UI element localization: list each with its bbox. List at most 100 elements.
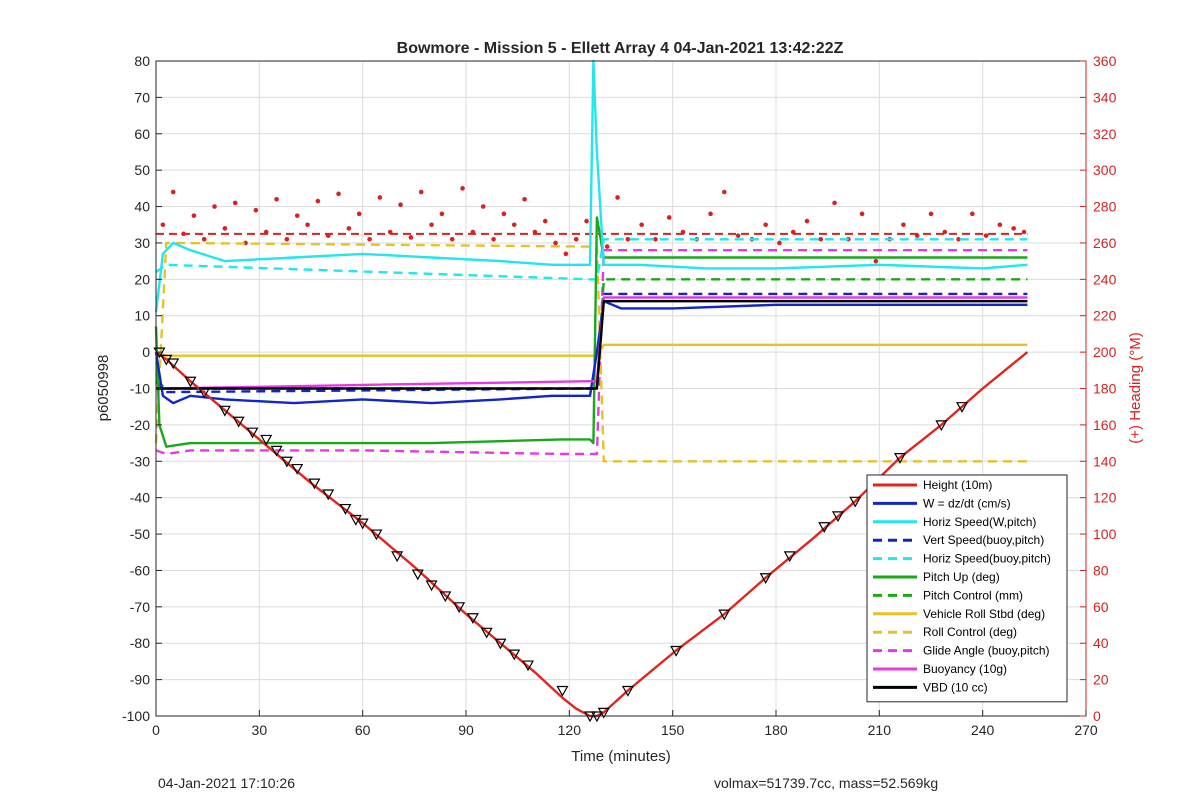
legend-label: Buoyancy (10g) <box>923 662 1007 676</box>
height-marker <box>556 685 569 697</box>
heading-point <box>439 211 445 217</box>
heading-point <box>563 251 569 257</box>
heading-point <box>325 233 331 238</box>
height-marker <box>232 416 245 428</box>
heading-point <box>722 189 727 195</box>
y2-tick-label: 200 <box>1093 344 1117 360</box>
y2-tick-label: 300 <box>1093 162 1117 178</box>
series-lines <box>154 59 1029 718</box>
heading-point <box>263 229 269 235</box>
y2-tick-label: 260 <box>1093 235 1117 251</box>
heading-point <box>901 222 906 228</box>
heading-point <box>346 226 352 231</box>
series-line <box>156 300 1028 390</box>
y-tick-label: 30 <box>134 235 150 251</box>
height-marker <box>291 463 304 475</box>
legend-label: Horiz Speed(W,pitch) <box>923 515 1036 529</box>
heading-point <box>666 215 672 220</box>
y2-tick-label: 180 <box>1093 381 1117 397</box>
height-marker <box>391 551 404 563</box>
height-marker <box>466 613 479 624</box>
legend-box <box>866 474 1068 703</box>
heading-point <box>584 218 589 224</box>
heading-point <box>305 222 310 228</box>
series-line <box>155 343 1028 357</box>
y-tick-label: 20 <box>134 271 150 287</box>
height-marker <box>494 638 507 650</box>
y-tick-label: -100 <box>122 708 150 724</box>
heading-point <box>336 191 341 197</box>
heading-point <box>914 233 920 238</box>
height-marker <box>849 496 862 508</box>
heading-point <box>777 240 782 246</box>
x-tick-label: 120 <box>558 722 582 738</box>
height-marker <box>453 602 466 614</box>
x-tick-label: 0 <box>152 722 160 738</box>
legend-label: Height (10m) <box>923 478 992 492</box>
heading-point <box>653 237 658 242</box>
legend-label: Vert Speed(buoy,pitch) <box>923 533 1044 547</box>
heading-point <box>639 222 644 228</box>
height-marker <box>184 376 197 388</box>
heading-point <box>367 237 372 242</box>
height-marker <box>322 489 335 501</box>
height-marker <box>260 434 273 446</box>
y-tick-label: -60 <box>130 562 150 578</box>
x-tick-label: 210 <box>868 722 892 738</box>
height-marker <box>597 707 610 719</box>
height-marker <box>670 645 683 657</box>
heading-point <box>408 235 414 240</box>
height-marker <box>246 427 259 439</box>
heading-point <box>818 237 824 242</box>
x-tick-label: 60 <box>355 722 371 738</box>
heading-point <box>790 229 796 235</box>
height-marker <box>955 402 969 413</box>
height-marker <box>280 456 293 468</box>
y-tick-label: 10 <box>134 308 150 324</box>
x-tick-label: 90 <box>458 722 474 738</box>
legend-label: W = dz/dt (cm/s) <box>923 496 1011 510</box>
heading-point <box>170 189 176 195</box>
heading-point <box>387 229 393 235</box>
heading-point <box>398 202 403 208</box>
height-marker <box>425 580 438 592</box>
footer-summary: volmax=51739.7cc, mass=52.569kg <box>714 775 939 791</box>
y-tick-label: -70 <box>130 599 150 615</box>
y2-tick-label: 220 <box>1093 308 1117 324</box>
heading-point <box>181 231 186 237</box>
series-line <box>155 351 1029 718</box>
y-tick-label: -90 <box>130 672 150 688</box>
heading-point <box>201 237 207 242</box>
series-line <box>155 278 1028 390</box>
height-marker <box>818 522 831 534</box>
heading-point <box>356 211 362 217</box>
series-line <box>154 216 1028 448</box>
heading-point <box>1011 226 1016 231</box>
x-tick-label: 270 <box>1074 722 1098 738</box>
heading-point <box>859 211 865 217</box>
series-line <box>154 300 1028 405</box>
heading-point <box>532 229 538 235</box>
legend-label: VBD (10 cc) <box>923 680 988 694</box>
chart-title: Bowmore - Mission 5 - Ellett Array 4 04-… <box>397 40 844 57</box>
y-tick-label: -10 <box>130 381 150 397</box>
heading-point <box>615 195 620 200</box>
x-axis-ticks: 0 30 60 90 120 150 180 210 240 270 <box>152 710 1098 738</box>
heading-point <box>212 204 217 209</box>
heading-point <box>625 237 631 242</box>
legend-label: Vehicle Roll Stbd (deg) <box>923 607 1045 621</box>
footer-timestamp: 04-Jan-2021 17:10:26 <box>158 775 295 791</box>
height-marker <box>508 649 521 661</box>
heading-point <box>983 233 989 238</box>
y-tick-label: 80 <box>134 53 150 69</box>
x-tick-label: 150 <box>661 722 685 738</box>
y-tick-label: 60 <box>134 126 150 142</box>
heading-point <box>804 218 810 224</box>
heading-point <box>735 233 741 238</box>
legend: Height (10m) W = dz/dt (cm/s) Horiz Speed(… <box>866 474 1068 703</box>
height-marker <box>521 660 535 672</box>
y2-tick-label: 20 <box>1093 672 1109 688</box>
y-tick-label: 50 <box>134 162 150 178</box>
heading-point <box>232 200 238 206</box>
